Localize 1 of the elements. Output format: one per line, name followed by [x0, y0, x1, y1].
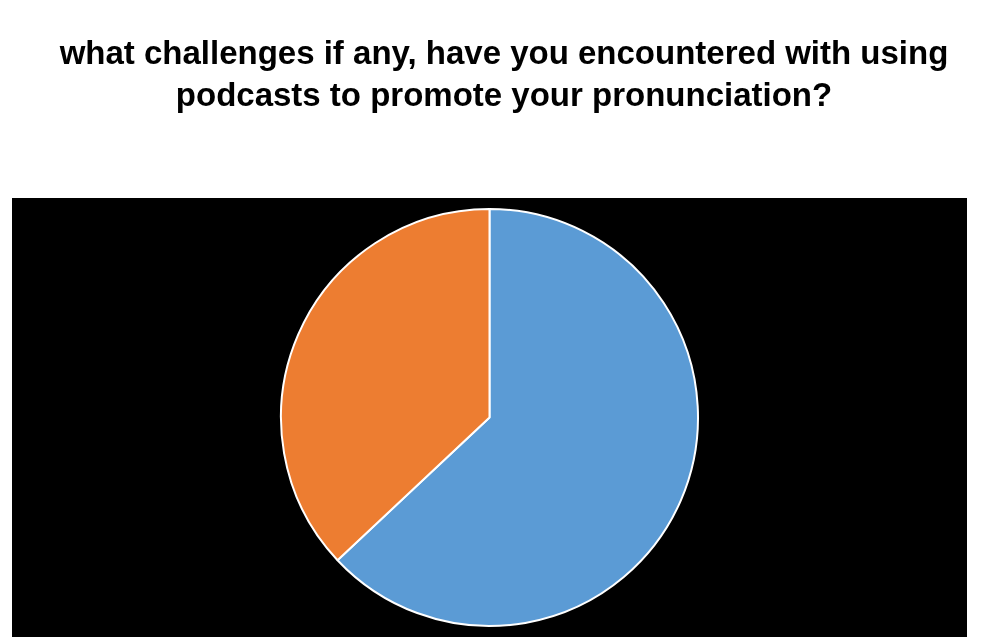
chart-title: what challenges if any, have you encountered with using podcasts to promote your pronunciation? [58, 33, 950, 115]
